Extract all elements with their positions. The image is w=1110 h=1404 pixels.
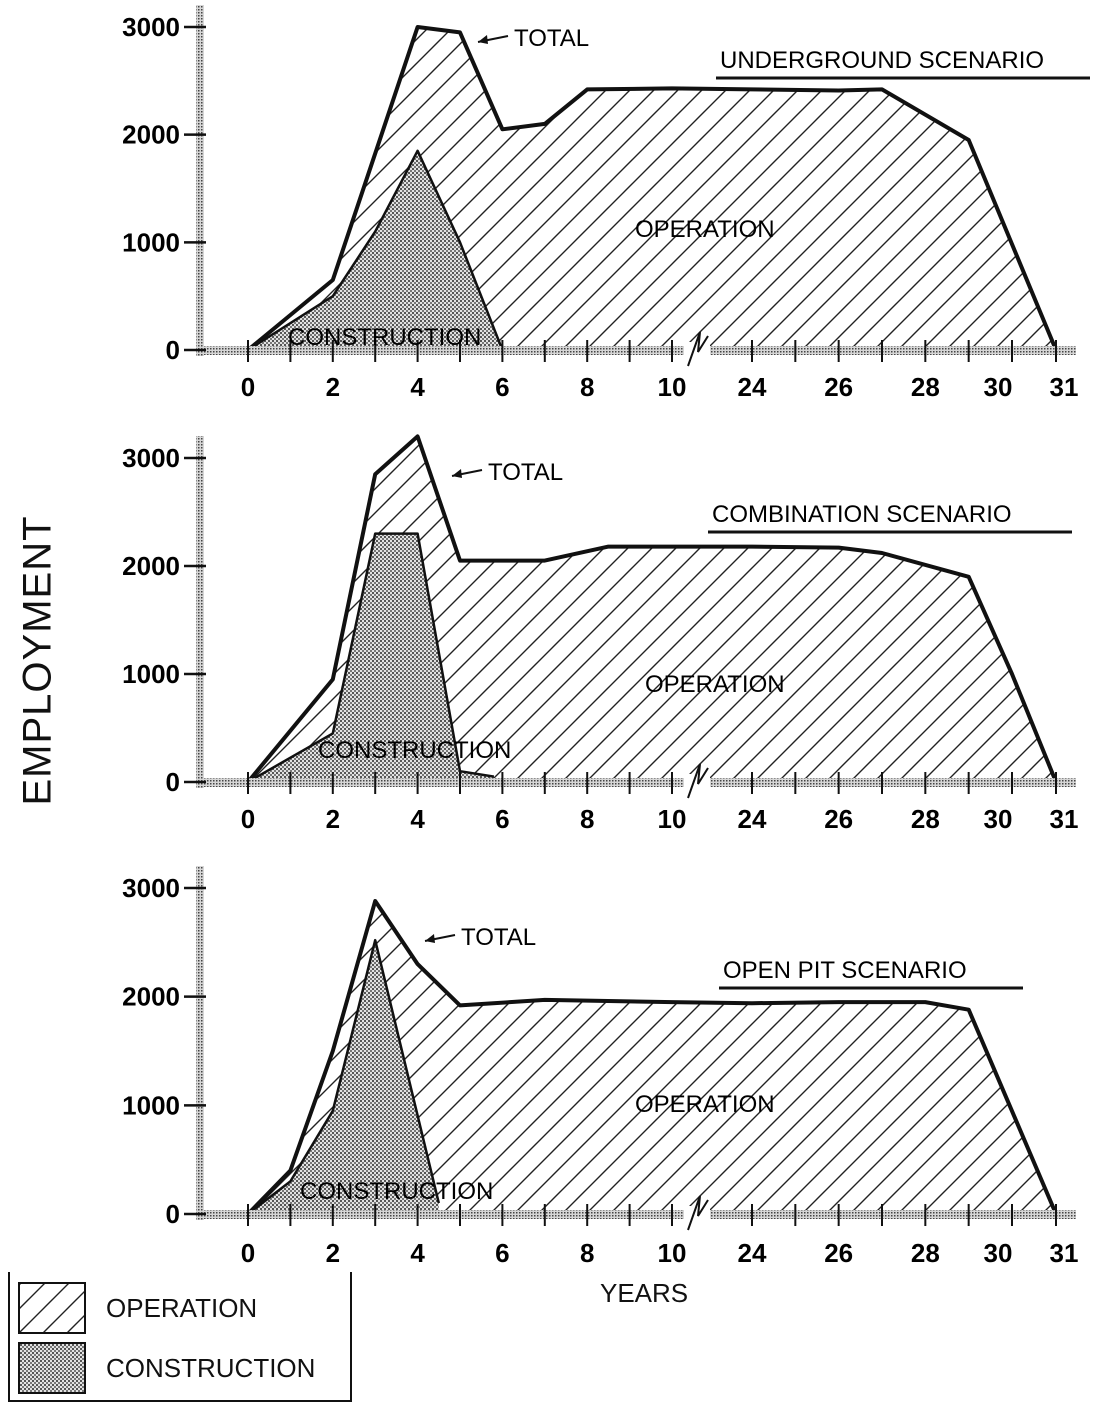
x-tick-label: 28 [911,804,940,834]
x-tick-label: 8 [580,1238,594,1268]
y-tick-label: 0 [166,1199,180,1229]
y-tick-label: 3000 [122,443,180,473]
construction-region-label: CONSTRUCTION [300,1178,493,1205]
axis-break-gap [684,774,710,792]
x-tick-label: 26 [824,804,853,834]
x-tick-label: 10 [658,1238,687,1268]
x-tick-label: 2 [326,1238,340,1268]
panel-title: OPEN PIT SCENARIO [723,957,967,984]
x-tick-label: 6 [495,804,509,834]
legend-label-operation: OPERATION [106,1293,257,1324]
legend-item-operation: OPERATION [18,1282,257,1334]
x-tick-label: 28 [911,372,940,402]
x-tick-label: 26 [824,372,853,402]
x-tick-label: 2 [326,372,340,402]
x-tick-label: 24 [738,804,767,834]
x-tick-label: 4 [410,1238,425,1268]
y-tick-label: 1000 [122,659,180,689]
panel-title: UNDERGROUND SCENARIO [720,47,1044,74]
x-tick-label: 4 [410,804,425,834]
y-tick-label: 2000 [122,551,180,581]
panel-title: COMBINATION SCENARIO [712,501,1012,528]
y-axis [196,5,204,356]
x-tick-label: 8 [580,372,594,402]
x-axis [196,1210,1076,1219]
total-label: TOTAL [461,924,536,951]
operation-region-label: OPERATION [635,216,775,243]
construction-region-label: CONSTRUCTION [318,737,511,764]
x-tick-label: 8 [580,804,594,834]
y-tick-label: 3000 [122,12,180,42]
x-tick-label: 30 [984,804,1013,834]
y-tick-label: 0 [166,767,180,797]
x-tick-label: 6 [495,1238,509,1268]
y-axis [196,866,204,1220]
y-tick-label: 2000 [122,120,180,150]
x-axis [196,778,1076,787]
x-tick-label: 28 [911,1238,940,1268]
x-axis-label: YEARS [600,1278,688,1309]
x-tick-label: 30 [984,1238,1013,1268]
x-tick-label: 31 [1050,1238,1079,1268]
x-tick-label: 4 [410,372,425,402]
operation-region-label: OPERATION [645,671,785,698]
axis-break-gap [684,342,710,360]
x-tick-label: 0 [241,804,255,834]
legend: OPERATION CONSTRUCTION [8,1272,352,1402]
x-tick-label: 24 [738,372,767,402]
x-tick-label: 2 [326,804,340,834]
x-tick-label: 30 [984,372,1013,402]
y-tick-label: 1000 [122,1090,180,1120]
y-tick-label: 1000 [122,227,180,257]
y-tick-label: 2000 [122,982,180,1012]
x-tick-label: 0 [241,372,255,402]
x-tick-label: 10 [658,804,687,834]
x-tick-label: 31 [1050,372,1079,402]
operation-region-label: OPERATION [635,1091,775,1118]
hatch-swatch-icon [18,1282,86,1334]
y-axis [196,436,204,788]
total-label: TOTAL [514,25,589,52]
x-tick-label: 24 [738,1238,767,1268]
y-tick-label: 0 [166,335,180,365]
total-label: TOTAL [488,459,563,486]
x-tick-label: 26 [824,1238,853,1268]
dots-swatch-icon [18,1342,86,1394]
legend-label-construction: CONSTRUCTION [106,1353,315,1384]
x-tick-label: 0 [241,1238,255,1268]
x-tick-label: 10 [658,372,687,402]
y-tick-label: 3000 [122,873,180,903]
x-tick-label: 31 [1050,804,1079,834]
legend-item-construction: CONSTRUCTION [18,1342,315,1394]
x-tick-label: 6 [495,372,509,402]
construction-region-label: CONSTRUCTION [288,324,481,351]
axis-break-gap [684,1206,710,1224]
